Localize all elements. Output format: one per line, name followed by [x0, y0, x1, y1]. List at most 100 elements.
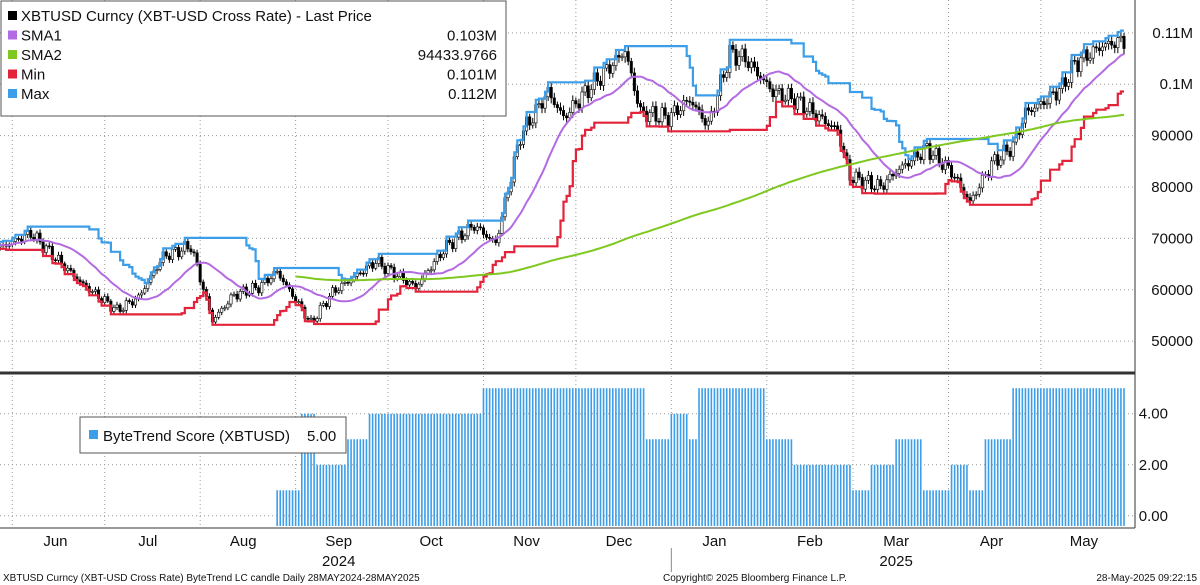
- score-bar: [719, 388, 722, 526]
- candle-body: [361, 272, 365, 275]
- score-bar: [827, 464, 830, 526]
- candle-body: [81, 281, 85, 284]
- month-tick-label: May: [1070, 533, 1099, 550]
- score-bar: [796, 464, 799, 526]
- score-bar: [667, 439, 670, 526]
- candle-body: [223, 307, 227, 310]
- score-bar: [1107, 388, 1110, 526]
- candle-body: [854, 171, 858, 184]
- price-legend-box: [0, 0, 507, 117]
- candle-body: [358, 272, 362, 275]
- candle-body: [583, 85, 587, 93]
- candle-body: [808, 102, 812, 112]
- month-tick-label: Sep: [325, 533, 352, 550]
- candle-body: [968, 197, 972, 202]
- score-bar: [642, 388, 645, 526]
- sma2-line: [295, 113, 1125, 282]
- candle-body: [771, 88, 775, 98]
- score-bar: [1101, 388, 1104, 526]
- candle-body: [679, 110, 683, 115]
- year-tick-label: 2025: [879, 553, 912, 570]
- score-bar: [421, 413, 423, 526]
- candle-body: [1119, 35, 1123, 39]
- score-bar: [408, 413, 411, 526]
- score-bar: [427, 413, 429, 526]
- price-legend[interactable]: XBTUSD Curncy (XBT-USD Cross Rate) - Las…: [0, 0, 507, 117]
- score-bar: [559, 388, 562, 526]
- candle-body: [863, 179, 867, 190]
- candle-body: [383, 266, 387, 274]
- candle-body: [780, 88, 784, 102]
- score-bar: [787, 439, 790, 526]
- score-bar: [883, 464, 885, 526]
- score-bar: [1080, 388, 1082, 526]
- legend-swatch: [8, 89, 17, 98]
- candle-body: [623, 51, 627, 58]
- score-bar: [892, 464, 894, 526]
- candle-body: [281, 277, 285, 283]
- score-bar: [568, 388, 571, 526]
- score-bar: [458, 413, 460, 526]
- score-bar: [1012, 388, 1014, 526]
- score-bar: [959, 464, 962, 526]
- score-bar: [919, 439, 922, 526]
- candle-body: [1033, 107, 1037, 113]
- month-tick-label: Jul: [138, 533, 157, 550]
- score-bar: [858, 490, 860, 526]
- score-bar: [328, 464, 331, 526]
- score-bar: [565, 388, 568, 526]
- score-bar: [688, 439, 691, 526]
- score-bar: [981, 490, 984, 526]
- score-bar: [1027, 388, 1030, 526]
- score-legend[interactable]: ByteTrend Score (XBTUSD) 5.00: [79, 416, 347, 454]
- candle-body: [371, 262, 375, 269]
- score-bar: [1113, 388, 1116, 526]
- candle-body: [774, 89, 778, 98]
- score-bar: [938, 490, 941, 526]
- score-bar: [528, 388, 531, 526]
- score-bar: [1061, 388, 1064, 526]
- score-bar: [411, 413, 414, 526]
- candle-body: [386, 265, 390, 274]
- score-bar: [861, 490, 864, 526]
- candle-body: [580, 91, 584, 109]
- score-bar: [815, 464, 817, 526]
- score-bar: [445, 413, 448, 526]
- score-bar: [913, 439, 916, 526]
- candle-body: [518, 144, 522, 146]
- candle-body: [555, 104, 559, 108]
- candle-body: [297, 301, 301, 303]
- score-bar: [966, 464, 968, 526]
- score-bar: [350, 439, 352, 526]
- score-bar: [1055, 388, 1058, 526]
- candle-body: [1088, 57, 1092, 61]
- candle-body: [189, 248, 193, 253]
- score-bar: [707, 388, 710, 526]
- candle-body: [164, 251, 168, 257]
- score-bar: [750, 388, 753, 526]
- score-bar: [842, 464, 845, 526]
- candle-body: [35, 232, 39, 240]
- score-bar: [1089, 388, 1091, 526]
- candle-body: [155, 269, 159, 271]
- month-tick-label: Jan: [702, 533, 726, 550]
- candle-body: [626, 51, 630, 62]
- candle-body: [306, 318, 310, 320]
- score-bar: [648, 439, 651, 526]
- score-bar: [476, 413, 479, 526]
- price-tick-label: 90000: [1151, 128, 1193, 145]
- score-bar: [639, 388, 642, 526]
- footer-description: XBTUSD Curncy (XBT-USD Cross Rate) ByteT…: [3, 573, 420, 584]
- candle-body: [186, 241, 190, 250]
- score-bar: [685, 413, 688, 526]
- score-bar: [562, 388, 565, 526]
- score-bar: [1018, 388, 1021, 526]
- score-bar: [778, 439, 780, 526]
- score-bar: [679, 413, 682, 526]
- candle-body: [1122, 35, 1126, 49]
- score-bar: [818, 464, 820, 526]
- score-bar: [941, 490, 944, 526]
- candle-body: [20, 238, 24, 242]
- score-bar: [879, 464, 882, 526]
- candle-body: [1039, 101, 1043, 105]
